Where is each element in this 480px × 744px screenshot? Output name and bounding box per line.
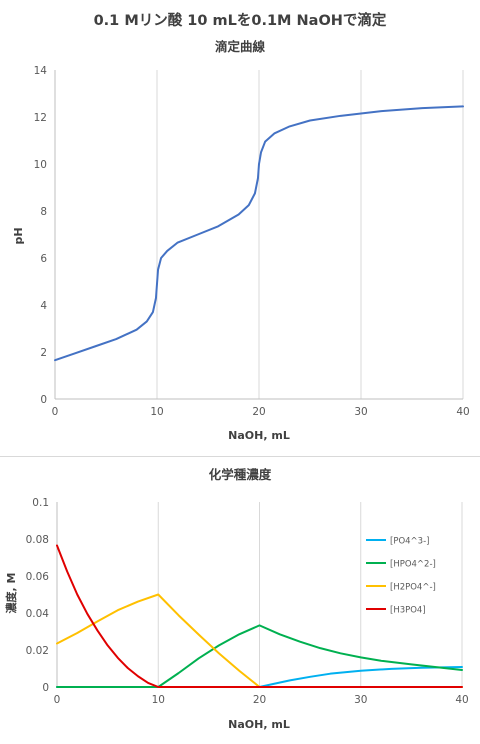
x-tick-label: 20 bbox=[253, 694, 266, 706]
x-tick-label: 20 bbox=[252, 406, 265, 418]
legend-label: [PO4^3-] bbox=[390, 537, 429, 547]
y-tick-label: 4 bbox=[40, 300, 47, 312]
x-tick-label: 40 bbox=[456, 406, 469, 418]
x-tick-label: 0 bbox=[54, 694, 61, 706]
plot-area bbox=[54, 105, 464, 362]
y-tick-label: 14 bbox=[34, 65, 48, 77]
species-concentration-chart: 化学種濃度 0 10 20 30 40 0 0.02 0.04 0.06 0.08 0.1 [PO4… bbox=[4, 467, 469, 731]
y-axis-label: pH bbox=[12, 227, 25, 244]
y-tick-label: 0 bbox=[42, 682, 49, 694]
legend-label: [H3PO4] bbox=[390, 606, 426, 616]
chart-separator bbox=[0, 456, 480, 457]
chart-title: 化学種濃度 bbox=[209, 467, 272, 482]
y-tick-label: 6 bbox=[40, 253, 47, 265]
grid-lines bbox=[156, 70, 464, 399]
series-line-1 bbox=[56, 624, 463, 688]
y-tick-label: 0.06 bbox=[26, 571, 50, 583]
y-tick-label: 0 bbox=[40, 394, 47, 406]
y-tick-label: 8 bbox=[40, 206, 47, 218]
y-tick-label: 2 bbox=[40, 347, 47, 359]
plot-area bbox=[56, 544, 463, 688]
y-tick-label: 12 bbox=[34, 112, 47, 124]
x-tick-label: 0 bbox=[52, 406, 59, 418]
y-axis-label: 濃度, M bbox=[4, 573, 18, 614]
legend-label: [H2PO4^-] bbox=[390, 583, 436, 593]
legend-label: [HPO4^2-] bbox=[390, 560, 436, 570]
tick-labels: 0 10 20 30 40 0 0.02 0.04 0.06 0.08 0.1 bbox=[26, 497, 469, 706]
y-tick-label: 0.04 bbox=[26, 608, 50, 620]
x-tick-label: 10 bbox=[152, 694, 165, 706]
axes bbox=[54, 70, 463, 400]
y-tick-label: 10 bbox=[34, 159, 47, 171]
chart-title: 滴定曲線 bbox=[215, 39, 266, 54]
tick-labels: 0 10 20 30 40 0 2 4 6 8 10 12 14 bbox=[34, 65, 470, 418]
x-tick-label: 10 bbox=[150, 406, 163, 418]
x-tick-label: 30 bbox=[354, 406, 367, 418]
x-axis-label: NaOH, mL bbox=[228, 429, 290, 442]
y-tick-label: 0.08 bbox=[26, 534, 49, 546]
y-tick-label: 0.02 bbox=[26, 645, 49, 657]
titration-curve-chart: 滴定曲線 0 10 20 30 40 0 2 4 6 8 10 12 14 NaOH, mL pH bbox=[12, 39, 470, 442]
grid-lines bbox=[157, 502, 463, 687]
x-tick-label: 40 bbox=[455, 694, 468, 706]
x-tick-label: 30 bbox=[354, 694, 367, 706]
series-line-0 bbox=[56, 666, 463, 688]
series-line-3 bbox=[56, 544, 463, 688]
x-axis-label: NaOH, mL bbox=[228, 718, 290, 731]
legend: [PO4^3-] [HPO4^2-] [H2PO4^-] [H3PO4] bbox=[366, 537, 436, 616]
series-line-0 bbox=[54, 105, 464, 362]
page-title: 0.1 Mリン酸 10 mLを0.1M NaOHで滴定 bbox=[93, 13, 387, 29]
y-tick-label: 0.1 bbox=[32, 497, 49, 509]
